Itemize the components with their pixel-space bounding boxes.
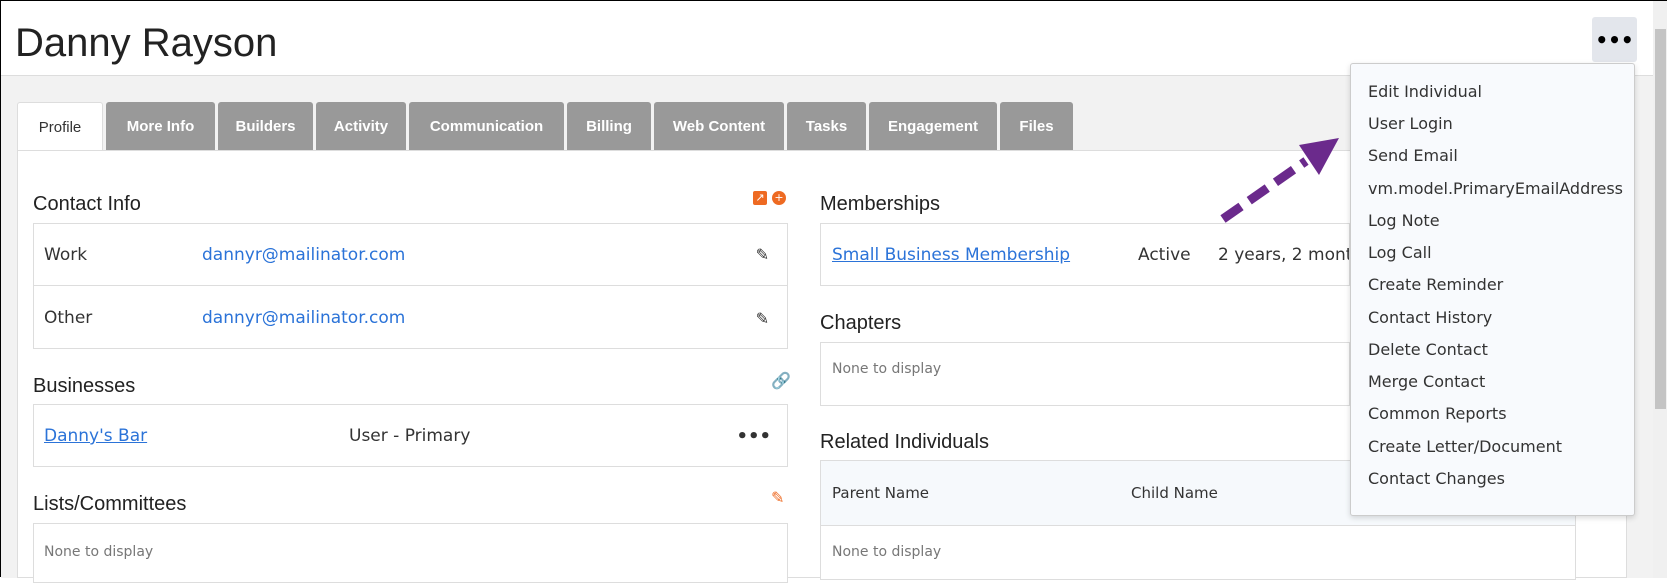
menu-item-edit-individual[interactable]: Edit Individual	[1368, 82, 1482, 101]
more-actions-button[interactable]: •••	[1592, 17, 1637, 62]
menu-item-contact-changes[interactable]: Contact Changes	[1368, 469, 1505, 488]
membership-status: Active	[1138, 245, 1191, 265]
tab-activity[interactable]: Activity	[316, 102, 406, 150]
tab-profile[interactable]: Profile	[17, 102, 103, 151]
expand-icon[interactable]: ↗	[753, 191, 767, 205]
contact-row: Other dannyr@mailinator.com ✎	[34, 287, 787, 349]
menu-item-primary-email[interactable]: vm.model.PrimaryEmailAddress	[1368, 179, 1623, 198]
tab-engagement[interactable]: Engagement	[869, 102, 997, 150]
menu-item-user-login[interactable]: User Login	[1368, 114, 1453, 133]
business-row: Danny's Bar User - Primary •••	[34, 405, 787, 467]
menu-item-delete-contact[interactable]: Delete Contact	[1368, 340, 1488, 359]
businesses-title: Businesses	[33, 375, 136, 397]
business-link[interactable]: Danny's Bar	[44, 426, 148, 446]
link-icon[interactable]: 🔗	[771, 371, 791, 390]
tab-builders[interactable]: Builders	[218, 102, 313, 150]
more-options-icon[interactable]: •••	[736, 425, 771, 447]
email-link[interactable]: dannyr@mailinator.com	[202, 244, 406, 265]
pencil-icon[interactable]: ✎	[755, 308, 769, 328]
add-icon[interactable]: +	[772, 191, 786, 205]
businesses-list: Danny's Bar User - Primary •••	[33, 404, 788, 467]
empty-text: None to display	[44, 544, 154, 560]
contact-label: Work	[44, 244, 88, 265]
menu-item-create-reminder[interactable]: Create Reminder	[1368, 275, 1504, 294]
empty-text: None to display	[832, 361, 942, 377]
pencil-icon[interactable]: ✎	[755, 245, 769, 264]
pencil-icon[interactable]: ✎	[771, 488, 785, 507]
column-header[interactable]: Parent Name	[832, 484, 930, 502]
membership-row: Small Business Membership Active 2 years…	[821, 224, 1349, 286]
tab-web-content[interactable]: Web Content	[654, 102, 784, 150]
empty-text: None to display	[832, 544, 942, 560]
page-header: Danny Rayson	[1, 1, 1653, 76]
tab-billing[interactable]: Billing	[567, 102, 651, 150]
column-header[interactable]: Child Name	[1131, 484, 1218, 502]
menu-item-log-call[interactable]: Log Call	[1368, 243, 1432, 262]
lists-list: None to display	[33, 523, 788, 583]
menu-item-merge-contact[interactable]: Merge Contact	[1368, 372, 1486, 391]
tab-tasks[interactable]: Tasks	[787, 102, 866, 150]
menu-item-contact-history[interactable]: Contact History	[1368, 308, 1493, 327]
tab-files[interactable]: Files	[1000, 102, 1073, 150]
membership-link[interactable]: Small Business Membership	[832, 245, 1071, 265]
tab-more-info[interactable]: More Info	[106, 102, 215, 150]
business-role: User - Primary	[349, 426, 471, 446]
chapters-list: None to display	[820, 342, 1350, 406]
tab-communication[interactable]: Communication	[409, 102, 564, 150]
menu-item-create-letter[interactable]: Create Letter/Document	[1368, 437, 1562, 456]
contact-label: Other	[44, 308, 93, 328]
page-title: Danny Rayson	[15, 21, 278, 65]
contact-info-list: Work dannyr@mailinator.com ✎ Other danny…	[33, 223, 788, 349]
memberships-list: Small Business Membership Active 2 years…	[820, 223, 1350, 286]
contact-row: Work dannyr@mailinator.com ✎	[34, 224, 787, 286]
contact-info-title: Contact Info	[33, 193, 141, 215]
actions-dropdown-menu: Edit Individual User Login Send Email vm…	[1350, 63, 1635, 516]
email-link[interactable]: dannyr@mailinator.com	[202, 308, 406, 328]
menu-item-send-email[interactable]: Send Email	[1368, 146, 1458, 165]
lists-title: Lists/Committees	[33, 493, 187, 515]
memberships-title: Memberships	[820, 193, 941, 215]
menu-item-common-reports[interactable]: Common Reports	[1368, 404, 1507, 423]
related-title: Related Individuals	[820, 431, 989, 453]
chapters-title: Chapters	[820, 312, 902, 334]
membership-duration: 2 years, 2 mont	[1218, 245, 1349, 265]
annotation-arrow	[1220, 138, 1339, 223]
scrollbar-thumb[interactable]	[1655, 29, 1666, 409]
menu-item-log-note[interactable]: Log Note	[1368, 211, 1440, 230]
more-options-icon: •••	[1595, 27, 1634, 52]
